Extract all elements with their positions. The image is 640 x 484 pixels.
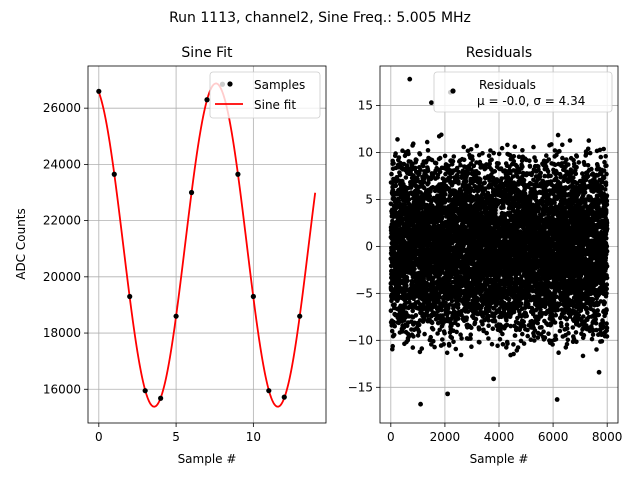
residuals-ytick-label-2: −5 xyxy=(355,286,373,300)
sample-point-4 xyxy=(158,395,164,401)
residual-outlier-5 xyxy=(445,391,451,397)
sine-fit-axes-frame xyxy=(87,65,327,424)
residuals-xtick-label-3: 6000 xyxy=(538,430,569,444)
residual-outlier-4 xyxy=(554,397,560,402)
sine-fit-ytick-label-4: 24000 xyxy=(43,157,81,171)
residuals-axes-frame xyxy=(379,65,619,424)
residuals-ytick-label-4: 5 xyxy=(365,192,373,206)
sample-point-7 xyxy=(204,97,210,103)
legend-residuals-label: Residuals xyxy=(479,78,536,92)
residuals-ytick-label-5: 10 xyxy=(358,145,373,159)
residuals-ytick-label-3: 0 xyxy=(365,239,373,253)
sine-fit-xtick-label-0: 0 xyxy=(95,430,103,444)
residuals-xtick-label-0: 0 xyxy=(387,430,395,444)
residual-outlier-3 xyxy=(418,401,423,407)
sine-fit-xtick-label-2: 10 xyxy=(246,430,261,444)
sample-point-13 xyxy=(297,313,303,319)
residuals-ytick-label-1: −10 xyxy=(348,333,373,347)
sample-point-2 xyxy=(127,293,133,300)
sine-fit-curve xyxy=(97,82,317,408)
legend-samples-marker xyxy=(227,81,233,87)
sine-fit-panel: Sine Fit 0 5 10 16000 18000 20000 22000 24000 26… xyxy=(14,45,327,466)
residuals-legend: Residuals μ = -0.0, σ = 4.34 xyxy=(433,71,613,113)
sine-fit-xtick-label-1: 5 xyxy=(172,430,180,444)
sample-point-3 xyxy=(142,388,148,394)
residuals-ytick-label-6: 15 xyxy=(358,98,373,112)
sample-point-9 xyxy=(235,171,241,177)
residuals-ticks: 0 2000 4000 6000 8000 −15 −10 −5 0 5 10 15 xyxy=(348,98,623,444)
sine-fit-legend: Samples Sine fit xyxy=(209,71,321,119)
legend-residuals-stats: μ = -0.0, σ = 4.34 xyxy=(477,94,585,108)
sine-fit-data xyxy=(96,81,317,408)
sample-point-10 xyxy=(250,293,256,300)
residuals-title: Residuals xyxy=(466,45,532,61)
figure-suptitle: Run 1113, channel2, Sine Freq.: 5.005 MH… xyxy=(169,10,471,26)
sample-point-0 xyxy=(96,88,102,94)
sample-point-11 xyxy=(266,388,272,394)
sine-fit-ytick-label-0: 16000 xyxy=(43,382,81,396)
legend-residuals-marker xyxy=(450,88,456,94)
residuals-xlabel: Sample # xyxy=(470,452,529,466)
sine-fit-ytick-label-2: 20000 xyxy=(43,270,81,284)
sine-fit-xlabel: Sample # xyxy=(178,452,237,466)
sine-fit-ytick-label-5: 26000 xyxy=(43,101,81,115)
sine-fit-legend-box xyxy=(209,71,321,119)
residual-outlier-6 xyxy=(491,376,496,382)
residual-outlier-2 xyxy=(428,100,434,106)
legend-sine-fit-label: Sine fit xyxy=(254,98,296,112)
sample-point-6 xyxy=(188,189,195,196)
sample-point-1 xyxy=(111,171,117,177)
sine-fit-ytick-label-1: 18000 xyxy=(43,326,81,340)
residuals-ytick-label-0: −15 xyxy=(348,380,373,394)
legend-samples-label: Samples xyxy=(254,78,305,92)
residuals-xtick-label-4: 8000 xyxy=(592,430,623,444)
residuals-legend-box xyxy=(433,71,613,113)
sine-fit-ytick-label-3: 22000 xyxy=(43,214,81,228)
residuals-xtick-label-1: 2000 xyxy=(430,430,461,444)
sine-fit-ticks: 0 5 10 16000 18000 20000 22000 24000 26000 xyxy=(43,101,261,444)
residual-outlier-7 xyxy=(596,369,602,375)
residuals-data xyxy=(388,76,610,407)
residual-outlier-0 xyxy=(407,76,413,82)
residuals-panel: Residuals 0 2000 4000 6000 8000 −15 −10 −5 0 5 10 1… xyxy=(348,45,623,466)
residuals-xtick-label-2: 4000 xyxy=(484,430,515,444)
residual-points xyxy=(388,132,610,359)
sample-point-12 xyxy=(281,394,287,400)
sine-fit-ylabel: ADC Counts xyxy=(14,208,28,280)
sine-fit-title: Sine Fit xyxy=(181,45,233,61)
sample-point-5 xyxy=(173,313,179,319)
